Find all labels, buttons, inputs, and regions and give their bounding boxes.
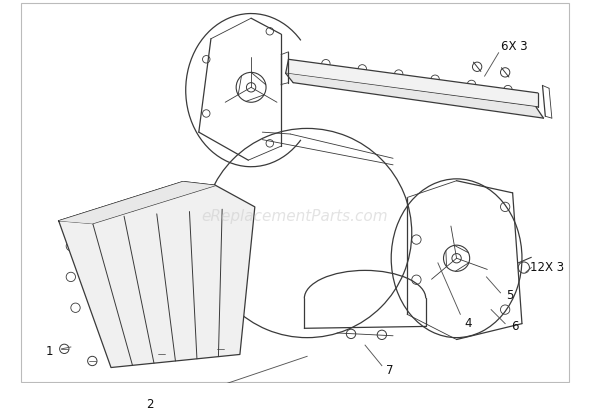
Text: eReplacementParts.com: eReplacementParts.com xyxy=(202,209,388,224)
Text: 6X 3: 6X 3 xyxy=(501,40,528,53)
Polygon shape xyxy=(286,73,545,118)
Text: 12X 3: 12X 3 xyxy=(530,261,564,274)
Polygon shape xyxy=(58,182,215,224)
Text: 5: 5 xyxy=(506,289,513,302)
Text: 4: 4 xyxy=(464,317,471,330)
Polygon shape xyxy=(58,182,255,368)
Text: 6: 6 xyxy=(511,320,518,333)
Text: 7: 7 xyxy=(386,364,393,377)
Text: 2: 2 xyxy=(146,398,154,409)
Polygon shape xyxy=(286,59,538,107)
Text: 1: 1 xyxy=(45,345,53,358)
